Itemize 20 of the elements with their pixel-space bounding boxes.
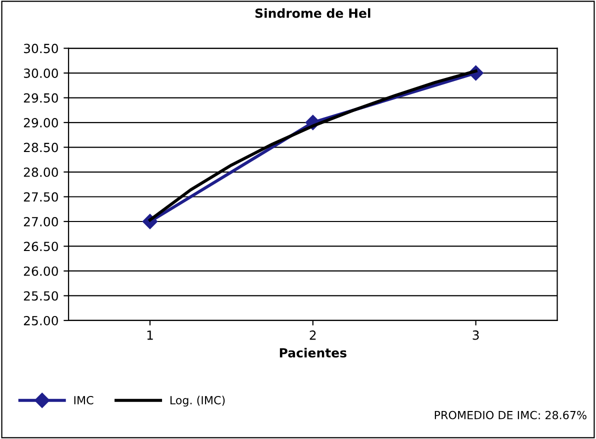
y-tick-label: 27.00: [24, 216, 58, 226]
chart-title: Sindrome de Hel: [255, 8, 370, 18]
y-tick-label: 27.50: [24, 192, 58, 202]
y-tick-label: 30.50: [24, 44, 58, 54]
y-tick-label: 28.00: [24, 167, 58, 177]
text: PROMEDIO DE IMC: 28.67%: [434, 410, 586, 420]
legend-label: Log. (IMC): [170, 396, 225, 407]
y-tick-label: 29.50: [24, 93, 58, 103]
x-tick-label: 2: [310, 330, 316, 340]
x-axis-title: Pacientes: [280, 348, 346, 358]
y-tick-label: 29.00: [24, 118, 58, 128]
y-tick-label: 28.50: [24, 142, 58, 152]
x-tick-label: 3: [472, 330, 479, 340]
y-tick-label: 26.00: [24, 266, 58, 276]
legend-label: IMC: [74, 396, 94, 404]
y-tick-label: 25.00: [24, 316, 58, 326]
x-tick-label: 1: [147, 330, 153, 340]
y-tick-label: 30.00: [24, 68, 58, 78]
y-tick-label: 25.50: [24, 291, 58, 301]
y-tick-label: 26.50: [24, 242, 58, 252]
